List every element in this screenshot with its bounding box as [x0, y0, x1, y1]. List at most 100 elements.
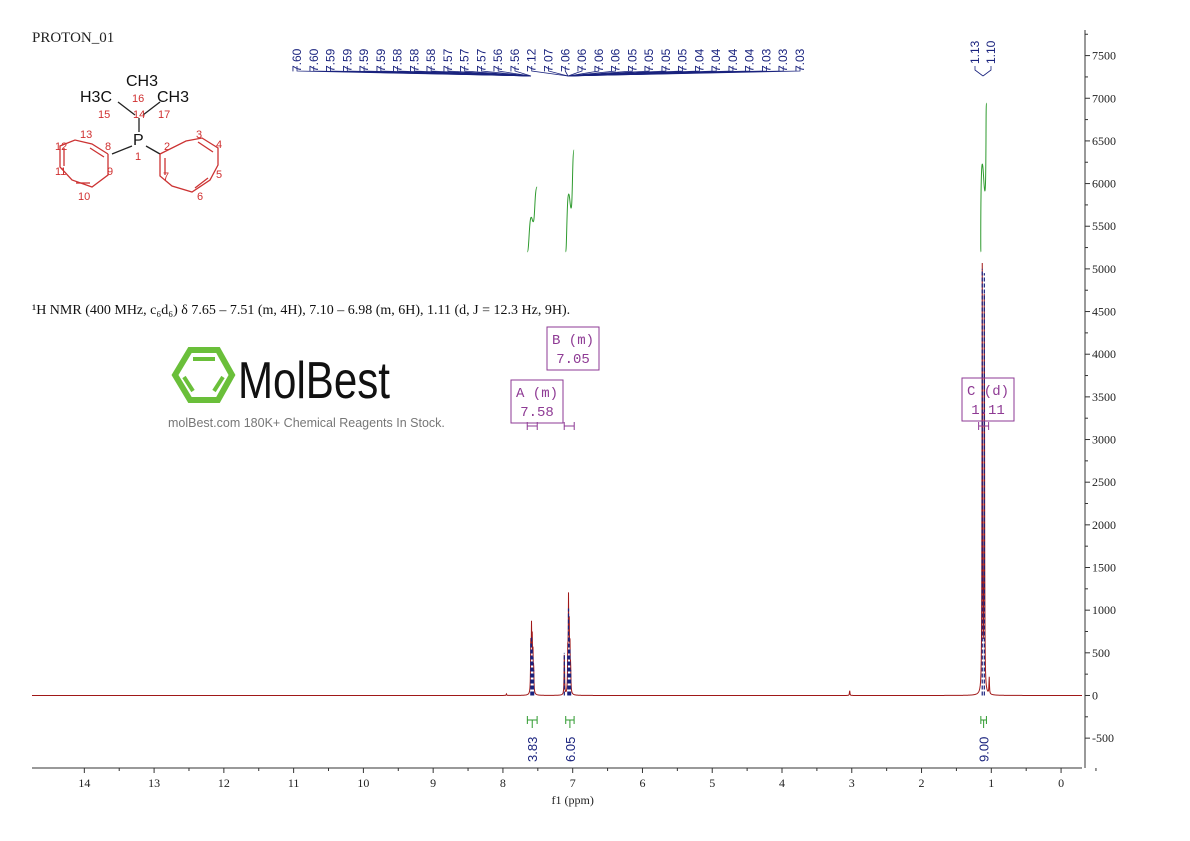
watermark-brand: MolBest: [238, 352, 390, 410]
atom-number: 16: [132, 93, 144, 105]
x-tick-label: 8: [500, 776, 506, 790]
y-tick-label: -500: [1092, 731, 1114, 745]
peak-label: 7.05: [659, 48, 673, 72]
multiplet-shift: 7.05: [556, 352, 590, 368]
atom-number: 5: [216, 169, 222, 181]
multiplet-shift: 1.11: [971, 403, 1005, 419]
integral-value: 6.05: [563, 737, 578, 762]
peak-label-leader: [974, 66, 984, 77]
y-tick-label: 4000: [1092, 347, 1116, 361]
multiplet-box: [546, 326, 600, 371]
x-axis-label: f1 (ppm): [552, 793, 594, 807]
y-tick-label: 7000: [1092, 91, 1116, 105]
peak-label-leader: [567, 66, 616, 77]
integral-value: 3.83: [525, 737, 540, 762]
multiplet-shift: 7.58: [520, 405, 554, 421]
peak-label: 7.60: [290, 48, 304, 72]
y-tick-label: 2500: [1092, 475, 1116, 489]
y-tick-label: 1000: [1092, 603, 1116, 617]
peak-label-leader: [447, 66, 532, 77]
peak-label: 7.03: [793, 48, 807, 72]
x-tick-label: 7: [570, 776, 576, 790]
atom-ch3-top: CH3: [126, 73, 158, 90]
x-tick-label: 12: [218, 776, 230, 790]
y-tick-label: 6000: [1092, 177, 1116, 191]
atom-number: 3: [196, 129, 202, 141]
atom-number: 1: [135, 151, 141, 163]
integral-curve: [980, 102, 987, 253]
peak-label: 7.05: [625, 48, 639, 72]
atom-number: 14: [133, 109, 145, 121]
peak-label: 7.59: [357, 48, 371, 72]
x-tick-label: 5: [709, 776, 715, 790]
integral-curve: [565, 149, 575, 253]
peak-label: 7.07: [542, 48, 556, 72]
peak-label: 7.57: [458, 48, 472, 72]
x-tick-label: 6: [639, 776, 645, 790]
y-tick-label: 3500: [1092, 390, 1116, 404]
multiplet-label: B (m): [552, 333, 594, 349]
peak-label: 7.57: [474, 48, 488, 72]
atom-number: 10: [78, 191, 90, 203]
peak-label: 7.06: [609, 48, 623, 72]
integral-bracket: [565, 716, 575, 728]
peak-label: 7.59: [374, 48, 388, 72]
peak-label: 7.60: [307, 48, 321, 72]
peak-label: 1.10: [984, 40, 998, 64]
x-tick-label: 9: [430, 776, 436, 790]
integral-value: 9.00: [977, 737, 992, 762]
peak-label: 7.56: [491, 48, 505, 72]
peak-label-leader: [564, 66, 569, 77]
peak-label: 7.04: [709, 48, 723, 72]
atom-number: 6: [197, 191, 203, 203]
watermark-tagline: molBest.com 180K+ Chemical Reagents In S…: [168, 416, 445, 430]
y-tick-label: 500: [1092, 646, 1110, 660]
atom-h3c: H3C: [80, 89, 112, 106]
peak-label: 7.56: [508, 48, 522, 72]
watermark: MolBest molBest.com 180K+ Chemical Reage…: [168, 347, 445, 430]
peak-label: 7.59: [324, 48, 338, 72]
multiplet-range: [563, 422, 575, 430]
atom-number: 13: [80, 129, 92, 141]
peak-label-leader: [567, 66, 600, 77]
x-tick-label: 11: [288, 776, 300, 790]
y-tick-label: 5000: [1092, 262, 1116, 276]
peak-label: 7.05: [676, 48, 690, 72]
x-tick-label: 10: [357, 776, 369, 790]
peak-label: 7.12: [525, 48, 539, 72]
atom-number: 2: [164, 141, 170, 153]
multiplet-label: A (m): [516, 386, 558, 402]
peak-label-leader: [481, 66, 532, 77]
peak-label: 7.04: [726, 48, 740, 72]
integral-bracket: [980, 716, 987, 728]
peak-label-leader: [531, 66, 569, 77]
peak-label: 7.06: [558, 48, 572, 72]
peak-label: 7.59: [340, 48, 354, 72]
atom-number: 9: [107, 166, 113, 178]
peak-label: 7.04: [743, 48, 757, 72]
spectrum-line: [32, 263, 1082, 696]
atom-number: 4: [216, 139, 222, 151]
peak-label-leader: [464, 66, 532, 77]
multiplet-range: [526, 422, 538, 430]
y-tick-label: 3000: [1092, 433, 1116, 447]
multiplet-range: [978, 422, 990, 430]
atom-ch3-right: CH3: [157, 89, 189, 106]
y-tick-label: 0: [1092, 688, 1098, 702]
integral-curve: [526, 186, 538, 253]
peak-label: 7.58: [424, 48, 438, 72]
x-tick-label: 14: [78, 776, 90, 790]
peak-label: 7.06: [592, 48, 606, 72]
atom-number: 12: [55, 141, 67, 153]
peak-label-leader: [497, 66, 532, 77]
x-tick-label: 4: [779, 776, 785, 790]
peak-label: 7.06: [575, 48, 589, 72]
x-tick-label: 1: [988, 776, 994, 790]
peak-label: 7.03: [776, 48, 790, 72]
multiplet-box: [961, 377, 1015, 422]
x-tick-label: 13: [148, 776, 160, 790]
peak-label: 7.03: [759, 48, 773, 72]
y-tick-label: 6500: [1092, 134, 1116, 148]
peak-label: 7.58: [407, 48, 421, 72]
y-tick-label: 5500: [1092, 219, 1116, 233]
